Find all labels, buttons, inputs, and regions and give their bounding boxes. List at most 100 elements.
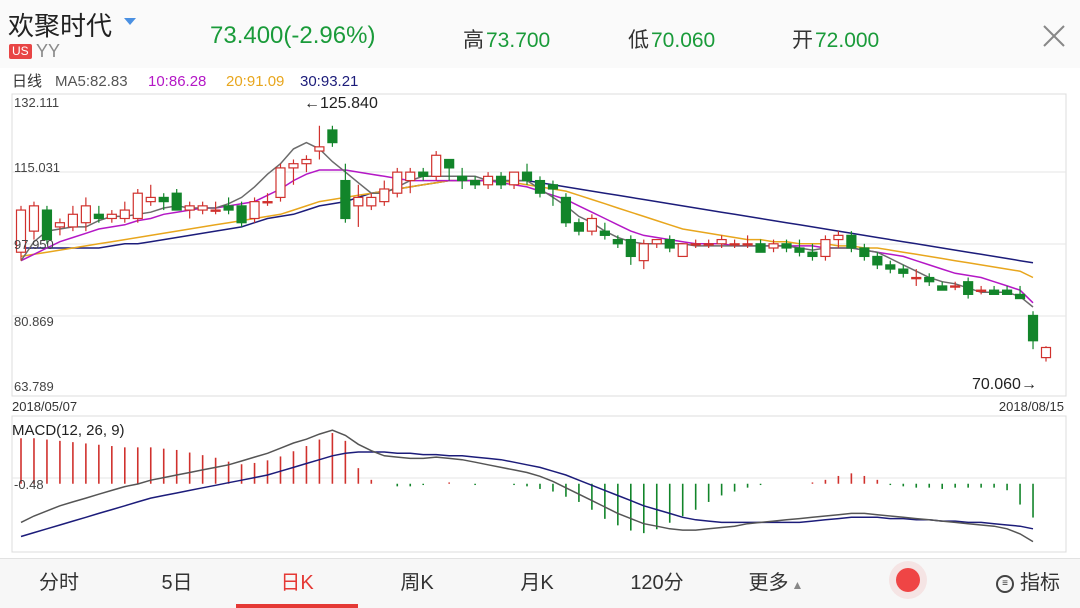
candle <box>132 188 143 223</box>
candle <box>885 260 896 274</box>
candle <box>275 163 286 202</box>
candle <box>729 239 740 249</box>
candle-body <box>405 171 416 182</box>
candle-body <box>145 196 156 203</box>
candle <box>15 205 27 261</box>
candle-body <box>950 285 961 288</box>
candle <box>184 201 195 219</box>
candle-body <box>314 146 325 152</box>
candle-body <box>664 238 675 249</box>
tab-5day[interactable]: 5日 <box>161 572 193 594</box>
candle <box>937 281 948 291</box>
tab-120min[interactable]: 120分 <box>630 572 684 594</box>
candle <box>145 184 156 206</box>
tab-indicators[interactable]: ≡ 指标 <box>976 559 1080 608</box>
candle-body <box>677 243 688 258</box>
candle <box>768 239 779 253</box>
candle-body <box>431 154 442 177</box>
candle <box>288 159 299 185</box>
candle-body <box>651 238 662 245</box>
candle-body <box>158 196 169 203</box>
candle <box>1001 285 1013 295</box>
candle <box>508 171 520 189</box>
candle <box>664 235 675 253</box>
candle <box>586 214 597 236</box>
candle-body <box>781 243 792 249</box>
candle-body <box>340 179 351 220</box>
candle <box>171 188 182 211</box>
candle-body <box>534 179 546 194</box>
tab-weekly-k[interactable]: 周K <box>400 572 434 594</box>
candle <box>534 176 546 198</box>
close-icon[interactable] <box>1040 22 1068 50</box>
low-label: 低 <box>628 29 649 52</box>
stock-switch-caret-icon[interactable] <box>124 18 136 25</box>
tab-more[interactable]: 更多 ▲ <box>716 559 836 608</box>
candle-body <box>249 201 260 220</box>
ticker-symbol: YY <box>36 41 61 61</box>
candle-body <box>171 192 182 211</box>
candle-body <box>859 247 870 258</box>
candle <box>911 269 922 286</box>
macd-panel <box>11 415 1067 553</box>
candle <box>677 243 688 258</box>
candle <box>755 239 766 253</box>
candle <box>314 125 325 160</box>
tab-intraday[interactable]: 分时 <box>39 572 79 594</box>
candle-body <box>820 238 831 258</box>
candle-body <box>482 175 494 186</box>
candle-body <box>28 205 40 232</box>
candle-body <box>794 247 805 253</box>
candle <box>820 235 831 261</box>
candle-body <box>366 196 377 207</box>
candle-body <box>885 264 896 270</box>
candle-body <box>80 205 91 224</box>
candle <box>573 218 585 236</box>
stock-name[interactable]: 欢聚时代 <box>8 11 113 41</box>
candle <box>859 243 870 261</box>
candle <box>262 193 273 206</box>
candle-panel <box>11 93 1067 397</box>
tab-daily-k[interactable]: 日K <box>280 572 314 594</box>
candle <box>833 231 844 249</box>
candle-body <box>15 209 27 253</box>
candle <box>236 201 247 227</box>
candle <box>807 243 818 261</box>
y-tick-label: 97.950 <box>14 237 54 252</box>
candle-body <box>586 217 597 232</box>
candle <box>67 205 78 232</box>
candle <box>80 197 91 232</box>
macd-title: MACD(12, 26, 9) <box>12 422 125 439</box>
x-end-date: 2018/08/15 <box>999 399 1064 414</box>
candle <box>924 273 935 286</box>
candle <box>379 180 390 206</box>
candle <box>41 205 53 244</box>
candle-body <box>1027 314 1039 342</box>
low-value: 70.060 <box>651 29 716 52</box>
last-price: 73.400(-2.96%) <box>210 22 375 50</box>
candle-body <box>184 205 195 211</box>
y-tick-label: 63.789 <box>14 379 54 394</box>
candle <box>612 235 623 249</box>
candle <box>223 197 234 215</box>
chart-area[interactable]: 日线 MA5:82.83 10:86.28 20:91.09 30:93.21 … <box>0 68 1080 558</box>
macd-dif-line <box>20 429 1034 543</box>
candle-body <box>457 175 468 182</box>
candle <box>327 125 338 147</box>
candle-body <box>41 209 53 241</box>
y-tick-label: 115.031 <box>14 160 60 175</box>
candle <box>106 210 117 223</box>
candle-body <box>93 213 104 220</box>
candle-body <box>223 205 234 211</box>
candle <box>638 239 649 270</box>
record-button[interactable] <box>896 568 920 592</box>
tab-monthly-k[interactable]: 月K <box>520 572 554 594</box>
candle-body <box>755 243 766 253</box>
candle-body <box>612 238 623 245</box>
candle <box>781 239 792 253</box>
candle-body <box>54 222 66 228</box>
candle <box>340 163 351 223</box>
open-value: 72.000 <box>815 29 880 52</box>
candle <box>547 180 559 206</box>
ma30-legend: 30:93.21 <box>300 73 358 90</box>
